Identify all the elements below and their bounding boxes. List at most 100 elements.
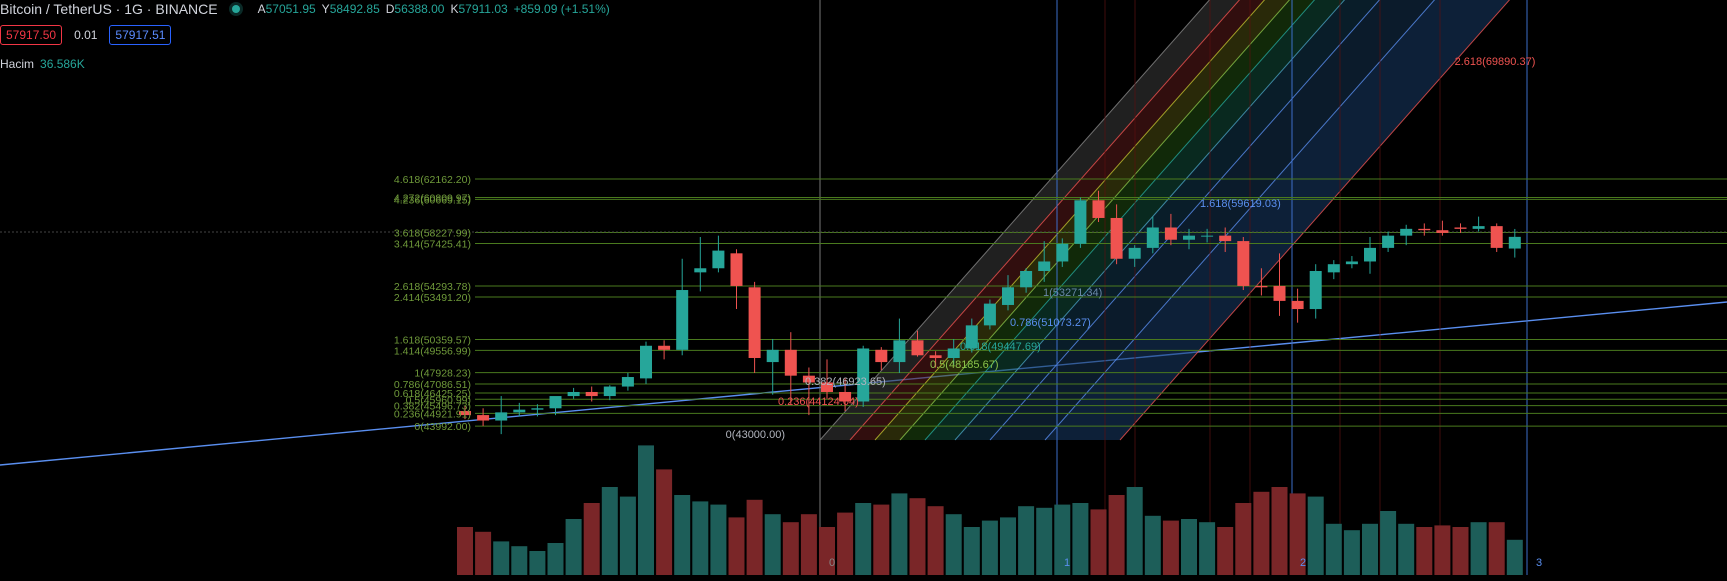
ohlc-open: A57051.95 — [258, 2, 316, 16]
volume-bar — [873, 504, 890, 575]
volume-bar — [529, 551, 546, 575]
fib-level-label: 0.786(47086.51) — [394, 379, 471, 391]
fib-channel-label: 0.786(51073.27) — [1010, 317, 1091, 329]
volume-bar — [1380, 511, 1397, 575]
time-zone-label: 1 — [1064, 557, 1070, 569]
fib-level-label: 1.414(49556.99) — [394, 345, 471, 357]
volume-bar — [837, 512, 854, 575]
volume-bar — [728, 517, 745, 575]
volume-bar — [1362, 523, 1378, 575]
candle-body — [1309, 270, 1322, 310]
fib-channel-line — [819, 0, 1211, 441]
market-status-icon — [231, 5, 240, 13]
candle-body — [839, 391, 852, 402]
volume-bar — [800, 514, 817, 575]
open-value: 57051.95 — [265, 2, 316, 16]
fib-level-label: 0.236(44921.91) — [394, 408, 471, 420]
candle-body — [676, 290, 689, 350]
volume-bar — [619, 496, 636, 575]
volume-bar — [1108, 495, 1125, 575]
candle-body — [730, 253, 743, 286]
candle-body — [549, 396, 562, 409]
volume-bar — [1090, 509, 1107, 575]
fib-channel-line — [954, 0, 1346, 441]
volume-bar — [764, 514, 781, 575]
fib-level-label: 3.414(57425.41) — [394, 238, 471, 250]
candle-body — [1327, 264, 1340, 273]
volume-bar — [963, 527, 980, 575]
candle-body — [531, 408, 544, 410]
candle-body — [1002, 287, 1014, 305]
volume-bar — [1144, 515, 1161, 575]
candle-body — [1508, 236, 1521, 249]
time-zone-label: 3 — [1536, 557, 1542, 569]
close-value: 57911.03 — [458, 2, 508, 16]
fib-level-label: 0(43992.00) — [414, 421, 471, 433]
fib-level-label: 4.618(62162.20) — [394, 174, 471, 186]
volume-bar — [981, 520, 998, 575]
volume-bar — [692, 501, 709, 575]
volume-bar — [945, 514, 962, 575]
candle-body — [603, 386, 616, 397]
fib-channel-band — [1045, 0, 1510, 440]
price-change: +859.09 (+1.51%) — [513, 2, 610, 16]
volume-bar — [511, 546, 528, 575]
sell-button[interactable]: 57917.50 — [0, 25, 63, 45]
volume-bar — [855, 503, 872, 575]
candle-body — [1472, 226, 1485, 229]
candle-body — [1164, 227, 1177, 240]
volume-bar — [1470, 522, 1487, 575]
volume-bar — [565, 519, 582, 575]
ohlc-close: K57911.03 — [450, 2, 507, 16]
buy-button[interactable]: 57917.51 — [109, 25, 172, 45]
fib-channel-label: 1(53271.34) — [1043, 287, 1102, 299]
fib-level-label: 4.272(60809.97) — [394, 192, 471, 204]
candle-body — [875, 349, 888, 363]
fib-level-label: 2.414(53491.20) — [394, 292, 471, 304]
candle-body — [477, 415, 490, 421]
volume-bar — [1488, 522, 1505, 575]
volume-bar — [819, 527, 835, 575]
volume-bar — [891, 493, 908, 575]
candle-body — [748, 287, 761, 358]
volume-bar — [656, 469, 673, 575]
fib-channel-band — [900, 0, 1315, 440]
volume-bar — [601, 487, 618, 575]
fib-level-label: 1(47928.23) — [414, 368, 471, 380]
fib-channel-label: 1.618(59619.03) — [1200, 198, 1281, 210]
fib-channel-label: 0(43000.00) — [726, 429, 785, 441]
volume-legend[interactable]: Hacim 36.586K — [0, 57, 85, 71]
candle-body — [1490, 226, 1503, 248]
symbol-title[interactable]: Bitcoin / TetherUS · 1G · BINANCE — [0, 1, 218, 17]
fib-channel-line — [849, 0, 1241, 441]
candle-body — [1056, 243, 1069, 262]
candle-body — [1038, 261, 1051, 271]
candle-body — [1255, 285, 1268, 288]
volume-bar — [638, 445, 654, 575]
fib-channel-label: 0.5(48185.67) — [930, 359, 999, 371]
candle-body — [1201, 235, 1214, 237]
fib-level-label: 4.236(60669.15) — [394, 194, 471, 206]
candle-body — [1092, 200, 1105, 218]
volume-bar — [1162, 520, 1179, 575]
candle-body — [1364, 247, 1376, 262]
fib-level-label: 0.382(45496.73) — [394, 401, 471, 413]
candle-body — [911, 340, 924, 356]
candle-body — [585, 391, 598, 397]
fib-channel-line — [1119, 0, 1511, 441]
candle-body — [1110, 217, 1123, 259]
volume-bar — [1253, 491, 1270, 575]
volume-bar — [1054, 504, 1071, 575]
high-key: Y — [321, 2, 330, 16]
fib-channel-label: 2.618(69890.37) — [1455, 56, 1536, 68]
volume-bar — [1271, 487, 1288, 575]
volume-bar — [1126, 487, 1143, 575]
candle-body — [1237, 241, 1250, 286]
volume-bar — [927, 506, 944, 575]
fib-level-label: 3.618(58227.99) — [394, 228, 471, 240]
volume-value: 36.586K — [40, 57, 85, 71]
candle-body — [1400, 228, 1413, 236]
volume-bar — [746, 499, 763, 575]
candle-body — [1273, 285, 1286, 301]
